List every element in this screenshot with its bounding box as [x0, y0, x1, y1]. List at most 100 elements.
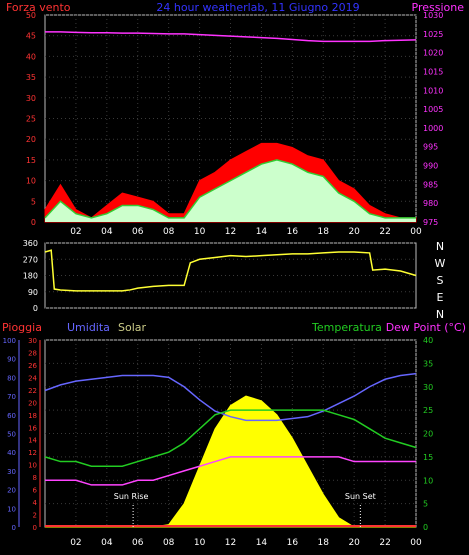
y-tick-label-left: 25 — [26, 115, 36, 124]
y-tick-label: 0 — [33, 304, 38, 313]
rain-tick-label: 10 — [28, 462, 37, 470]
x-tick-label: 18 — [318, 227, 330, 237]
y-tick-label-left: 30 — [26, 94, 36, 103]
y-tick-label: 360 — [23, 239, 38, 248]
pressure-line — [45, 31, 417, 43]
x-tick-label: 10 — [194, 227, 206, 237]
x-tick-label: 00 — [410, 538, 422, 548]
rain-bar — [45, 525, 416, 527]
humidity-tick-label: 10 — [7, 505, 16, 513]
pressure-label: Pressione — [412, 1, 465, 14]
x-tick-label: 10 — [194, 538, 206, 548]
rain-tick-label: 6 — [33, 487, 38, 495]
y-tick-label-right: 985 — [423, 180, 438, 189]
y-tick-label: 270 — [23, 255, 38, 264]
humidity-tick-label: 0 — [12, 524, 16, 532]
solar-label: Solar — [118, 321, 147, 334]
temperature-tick-label: 35 — [423, 359, 433, 368]
temperature-tick-label: 5 — [423, 500, 428, 509]
y-tick-label-right: 1005 — [423, 105, 443, 114]
y-tick-label-left: 50 — [26, 11, 36, 20]
y-tick-label-left: 5 — [31, 197, 36, 206]
temp-humidity-solar-panel: 0102030405060708090100024681012141618202… — [3, 336, 434, 548]
compass-label: E — [437, 291, 444, 304]
temperature-tick-label: 25 — [423, 406, 433, 415]
rain-tick-label: 0 — [33, 524, 37, 532]
x-tick-label: 18 — [318, 538, 330, 548]
temperature-line — [44, 409, 417, 467]
x-tick-label: 08 — [163, 538, 175, 548]
wind-average-line — [44, 159, 416, 219]
y-tick-label-right: 1020 — [423, 49, 443, 58]
x-tick-label: 12 — [225, 227, 236, 237]
rain-tick-label: 24 — [28, 374, 37, 382]
x-tick-label: 20 — [348, 538, 360, 548]
humidity-tick-label: 80 — [7, 374, 16, 382]
x-tick-label: 14 — [256, 538, 268, 548]
wind-direction-line — [44, 249, 417, 292]
x-tick-label: 12 — [225, 538, 236, 548]
wind-pressure-panel: 0510152025303540455097598098599099510001… — [26, 11, 444, 237]
sunrise-label: Sun Rise — [114, 492, 149, 501]
humidity-tick-label: 90 — [7, 356, 16, 364]
x-tick-label: 02 — [70, 227, 81, 237]
compass-label: N — [436, 240, 444, 253]
x-tick-label: 06 — [132, 538, 144, 548]
rain-tick-label: 14 — [28, 437, 37, 445]
humidity-tick-label: 50 — [7, 431, 16, 439]
y-tick-label-left: 20 — [26, 135, 36, 144]
rain-tick-label: 16 — [28, 424, 37, 432]
humidity-tick-label: 40 — [7, 449, 16, 457]
temperature-label: Temperatura — [311, 321, 382, 334]
x-tick-label: 14 — [256, 227, 268, 237]
x-tick-label: 08 — [163, 227, 175, 237]
rain-tick-label: 22 — [28, 387, 37, 395]
compass-label: W — [435, 257, 446, 270]
humidity-label: Umidita — [67, 321, 110, 334]
y-tick-label-right: 975 — [423, 218, 438, 227]
x-tick-label: 16 — [287, 538, 299, 548]
temperature-tick-label: 15 — [423, 453, 433, 462]
rain-tick-label: 30 — [28, 337, 37, 345]
y-tick-label-left: 15 — [26, 156, 36, 165]
humidity-tick-label: 70 — [7, 393, 16, 401]
temperature-tick-label: 0 — [423, 523, 428, 532]
x-tick-label: 16 — [287, 227, 299, 237]
temperature-tick-label: 20 — [423, 430, 433, 439]
x-tick-label: 20 — [348, 227, 360, 237]
x-tick-label: 04 — [101, 538, 113, 548]
y-tick-label: 90 — [28, 288, 38, 297]
x-tick-label: 22 — [379, 227, 390, 237]
wind-speed-label: Forza vento — [6, 1, 71, 14]
y-tick-label-right: 1030 — [423, 11, 443, 20]
rain-tick-label: 18 — [28, 412, 37, 420]
rain-tick-label: 20 — [28, 399, 37, 407]
dewpoint-label: Dew Point (°C) — [386, 321, 466, 334]
y-tick-label-left: 10 — [26, 177, 36, 186]
rain-tick-label: 8 — [33, 474, 37, 482]
wind-average-area — [45, 159, 416, 222]
y-tick-label-right: 1015 — [423, 67, 443, 76]
sunset-label: Sun Set — [345, 492, 376, 501]
humidity-tick-label: 60 — [7, 412, 16, 420]
y-tick-label-right: 1000 — [423, 124, 443, 133]
y-tick-label-left: 0 — [31, 218, 36, 227]
y-tick-label-left: 35 — [26, 73, 36, 82]
humidity-line — [44, 372, 417, 422]
x-tick-label: 02 — [70, 538, 81, 548]
rain-label: Pioggia — [2, 321, 42, 334]
humidity-tick-label: 100 — [3, 337, 16, 345]
x-tick-label: 00 — [410, 227, 422, 237]
y-tick-label-right: 990 — [423, 162, 438, 171]
y-tick-label-right: 980 — [423, 199, 438, 208]
x-tick-label: 04 — [101, 227, 113, 237]
rain-tick-label: 12 — [28, 449, 37, 457]
y-tick-label-left: 45 — [26, 32, 36, 41]
temperature-tick-label: 10 — [423, 476, 433, 485]
y-tick-label-right: 995 — [423, 143, 438, 152]
humidity-tick-label: 30 — [7, 468, 16, 476]
temperature-tick-label: 40 — [423, 336, 433, 345]
y-tick-label-right: 1010 — [423, 86, 443, 95]
chart-title: 24 hour weatherlab, 11 Giugno 2019 — [156, 1, 359, 14]
